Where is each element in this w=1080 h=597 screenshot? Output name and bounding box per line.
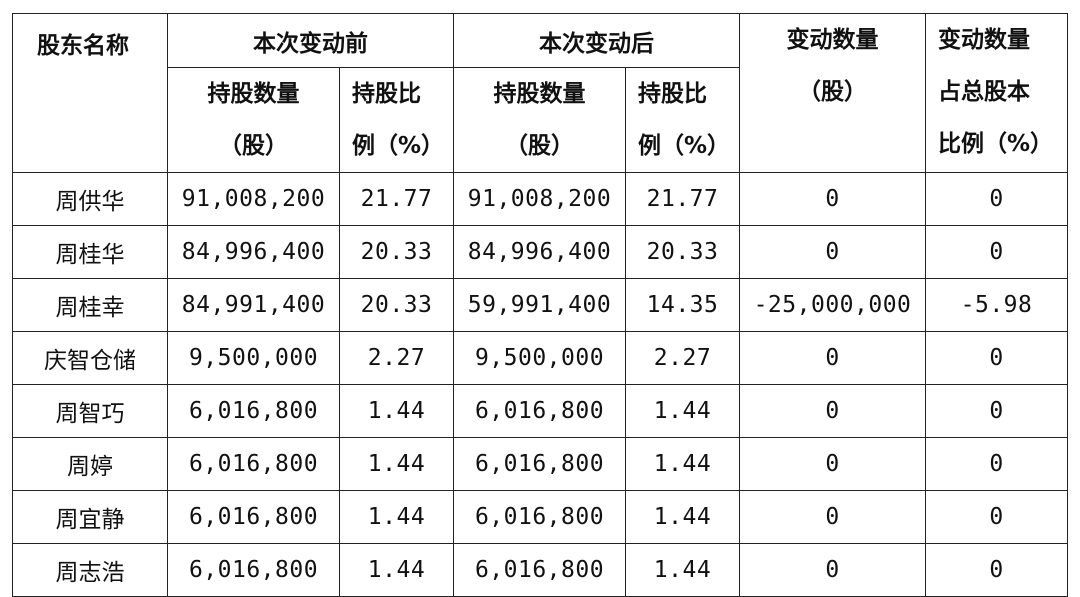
cell-change-ratio: 0	[925, 490, 1068, 544]
cell-after-ratio: 1.44	[625, 384, 740, 438]
cell-before-ratio: 1.44	[339, 490, 454, 544]
cell-before-ratio: 2.27	[339, 331, 454, 385]
cell-before-shares: 84,996,400	[167, 225, 340, 279]
cell-after-ratio: 1.44	[625, 437, 740, 491]
cell-change-quantity: 0	[739, 437, 926, 491]
cell-after-ratio: 1.44	[625, 490, 740, 544]
cell-before-ratio: 1.44	[339, 384, 454, 438]
cell-shareholder-name: 周志浩	[12, 543, 168, 597]
cell-shareholder-name: 周宜静	[12, 490, 168, 544]
header-after-shares: 持股数量 （股）	[453, 67, 626, 173]
cell-after-shares: 9,500,000	[453, 331, 626, 385]
cell-change-quantity: 0	[739, 490, 926, 544]
cell-after-shares: 84,996,400	[453, 225, 626, 279]
shareholding-change-table: 股东名称 本次变动前 本次变动后 变动数量 （股） 变动数量 占总股本 比例（%…	[12, 13, 1068, 597]
cell-after-ratio: 2.27	[625, 331, 740, 385]
cell-shareholder-name: 周婷	[12, 437, 168, 491]
cell-shareholder-name: 庆智仓储	[12, 331, 168, 385]
table-row: 周宜静 6,016,800 1.44 6,016,800 1.44 0 0	[12, 490, 1068, 544]
cell-change-ratio: -5.98	[925, 278, 1068, 332]
header-shareholder-name: 股东名称	[12, 13, 168, 173]
cell-after-shares: 91,008,200	[453, 172, 626, 226]
header-after-ratio: 持股比 例（%）	[625, 67, 740, 173]
cell-before-ratio: 1.44	[339, 543, 454, 597]
cell-before-ratio: 20.33	[339, 278, 454, 332]
table-row: 周婷 6,016,800 1.44 6,016,800 1.44 0 0	[12, 437, 1068, 491]
table-row: 周桂幸 84,991,400 20.33 59,991,400 14.35 -25,000…	[12, 278, 1068, 332]
header-before-change: 本次变动前	[167, 13, 454, 68]
cell-before-ratio: 1.44	[339, 437, 454, 491]
cell-after-ratio: 20.33	[625, 225, 740, 279]
cell-before-shares: 84,991,400	[167, 278, 340, 332]
header-before-shares: 持股数量 （股）	[167, 67, 340, 173]
cell-before-shares: 6,016,800	[167, 543, 340, 597]
cell-change-ratio: 0	[925, 437, 1068, 491]
cell-before-ratio: 21.77	[339, 172, 454, 226]
table-body: 周供华 91,008,200 21.77 91,008,200 21.77 0 0 周桂华 84…	[12, 172, 1068, 597]
table-row: 周智巧 6,016,800 1.44 6,016,800 1.44 0 0	[12, 384, 1068, 438]
cell-change-quantity: 0	[739, 172, 926, 226]
cell-before-shares: 6,016,800	[167, 384, 340, 438]
cell-change-ratio: 0	[925, 384, 1068, 438]
cell-shareholder-name: 周桂幸	[12, 278, 168, 332]
cell-before-shares: 6,016,800	[167, 437, 340, 491]
cell-before-shares: 9,500,000	[167, 331, 340, 385]
cell-change-quantity: -25,000,000	[739, 278, 926, 332]
cell-after-shares: 6,016,800	[453, 384, 626, 438]
cell-after-shares: 6,016,800	[453, 437, 626, 491]
cell-after-ratio: 21.77	[625, 172, 740, 226]
table-row: 周志浩 6,016,800 1.44 6,016,800 1.44 0 0	[12, 543, 1068, 597]
header-change-ratio: 变动数量 占总股本 比例（%）	[925, 13, 1068, 173]
cell-change-quantity: 0	[739, 384, 926, 438]
cell-change-ratio: 0	[925, 172, 1068, 226]
cell-after-shares: 6,016,800	[453, 490, 626, 544]
cell-change-quantity: 0	[739, 543, 926, 597]
cell-after-ratio: 14.35	[625, 278, 740, 332]
cell-shareholder-name: 周桂华	[12, 225, 168, 279]
table-row: 庆智仓储 9,500,000 2.27 9,500,000 2.27 0 0	[12, 331, 1068, 385]
cell-after-shares: 6,016,800	[453, 543, 626, 597]
cell-change-quantity: 0	[739, 331, 926, 385]
cell-change-quantity: 0	[739, 225, 926, 279]
table-row: 周桂华 84,996,400 20.33 84,996,400 20.33 0 0	[12, 225, 1068, 279]
cell-shareholder-name: 周智巧	[12, 384, 168, 438]
cell-before-ratio: 20.33	[339, 225, 454, 279]
header-change-quantity: 变动数量 （股）	[739, 13, 926, 173]
cell-change-ratio: 0	[925, 225, 1068, 279]
cell-after-shares: 59,991,400	[453, 278, 626, 332]
cell-after-ratio: 1.44	[625, 543, 740, 597]
cell-change-ratio: 0	[925, 543, 1068, 597]
cell-change-ratio: 0	[925, 331, 1068, 385]
header-after-change: 本次变动后	[453, 13, 740, 68]
cell-shareholder-name: 周供华	[12, 172, 168, 226]
cell-before-shares: 91,008,200	[167, 172, 340, 226]
cell-before-shares: 6,016,800	[167, 490, 340, 544]
table-row: 周供华 91,008,200 21.77 91,008,200 21.77 0 0	[12, 172, 1068, 226]
header-before-ratio: 持股比 例（%）	[339, 67, 454, 173]
